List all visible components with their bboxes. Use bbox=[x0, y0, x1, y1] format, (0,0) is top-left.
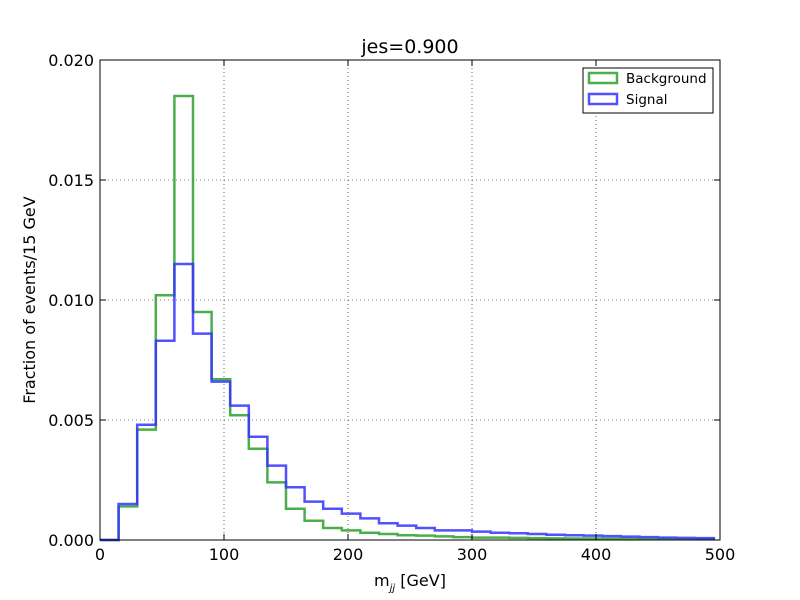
x-tick-label: 100 bbox=[209, 545, 240, 564]
legend-label-signal: Signal bbox=[626, 92, 667, 108]
chart-title: jes=0.900 bbox=[360, 36, 458, 58]
y-tick-label: 0.000 bbox=[48, 531, 94, 550]
ticks: 0 100 200 300 400 500 0.000 0.005 0.010 0.015 0.02… bbox=[48, 51, 735, 564]
series-line bbox=[100, 262, 716, 542]
x-axis-label-subscript: jj bbox=[388, 583, 396, 594]
x-axis-label: mjj [GeV] bbox=[374, 571, 446, 594]
legend-swatch-background bbox=[587, 71, 619, 85]
legend-swatch-signal bbox=[587, 92, 619, 106]
series-signal bbox=[100, 262, 716, 542]
x-tick-label: 400 bbox=[581, 545, 612, 564]
y-tick-label: 0.010 bbox=[48, 291, 94, 310]
x-tick-label: 200 bbox=[333, 545, 364, 564]
y-tick-label: 0.015 bbox=[48, 171, 94, 190]
x-tick-label: 0 bbox=[95, 545, 105, 564]
x-tick-label: 300 bbox=[457, 545, 488, 564]
legend-box bbox=[582, 67, 714, 114]
y-tick-label: 0.005 bbox=[48, 411, 94, 430]
x-axis-label-main: m bbox=[374, 571, 390, 590]
grid bbox=[100, 60, 720, 540]
legend: Background Signal bbox=[582, 67, 714, 114]
legend-label-background: Background bbox=[626, 71, 707, 87]
x-tick-label: 500 bbox=[705, 545, 736, 564]
x-axis-label-unit: [GeV] bbox=[395, 571, 446, 590]
series-layer bbox=[100, 94, 716, 542]
y-axis-label: Fraction of events/15 GeV bbox=[20, 196, 39, 403]
series-line bbox=[100, 94, 716, 542]
y-tick-label: 0.020 bbox=[48, 51, 94, 70]
series-background bbox=[100, 94, 716, 542]
